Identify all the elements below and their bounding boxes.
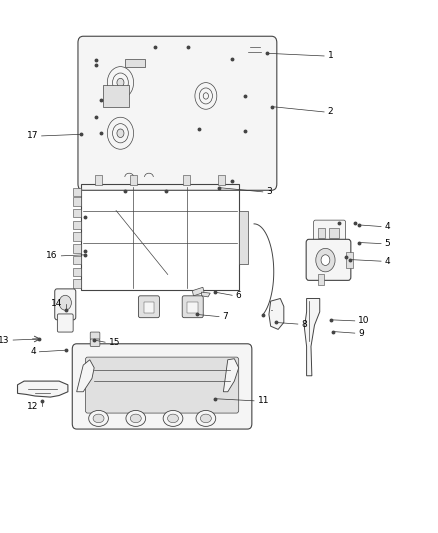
Text: 8: 8: [301, 320, 307, 328]
Ellipse shape: [168, 414, 179, 423]
FancyBboxPatch shape: [57, 314, 73, 332]
FancyBboxPatch shape: [182, 296, 203, 318]
Bar: [318, 274, 324, 285]
Text: 15: 15: [109, 338, 120, 346]
Text: 9: 9: [358, 329, 364, 337]
Polygon shape: [223, 359, 239, 392]
Bar: [81, 184, 239, 290]
Bar: [130, 175, 137, 185]
Circle shape: [117, 78, 124, 87]
Circle shape: [316, 248, 335, 272]
Text: 13: 13: [0, 336, 10, 344]
Polygon shape: [243, 43, 267, 60]
Text: 10: 10: [358, 317, 370, 325]
Bar: [73, 232, 81, 241]
Text: 5: 5: [385, 239, 390, 248]
Text: 12: 12: [27, 402, 38, 410]
Bar: [187, 302, 198, 313]
Text: 1: 1: [328, 52, 333, 60]
Text: 11: 11: [258, 397, 269, 405]
Ellipse shape: [200, 414, 211, 423]
Text: 16: 16: [46, 252, 58, 260]
Bar: [103, 85, 129, 107]
Ellipse shape: [126, 410, 145, 426]
Bar: [73, 188, 81, 196]
Text: 4: 4: [385, 257, 390, 265]
Text: 4: 4: [30, 348, 36, 356]
Text: 17: 17: [27, 132, 38, 140]
Text: 2: 2: [328, 108, 333, 116]
FancyBboxPatch shape: [90, 339, 100, 346]
FancyBboxPatch shape: [55, 289, 76, 320]
Ellipse shape: [163, 410, 183, 426]
Ellipse shape: [196, 410, 215, 426]
Bar: [144, 302, 154, 313]
Polygon shape: [77, 360, 94, 392]
Bar: [73, 244, 81, 253]
Bar: [192, 287, 204, 296]
Ellipse shape: [131, 414, 141, 423]
Bar: [318, 228, 325, 238]
FancyBboxPatch shape: [314, 220, 346, 245]
Bar: [328, 228, 339, 238]
Text: 3: 3: [266, 188, 272, 196]
Polygon shape: [304, 298, 320, 376]
Bar: [183, 175, 190, 185]
Bar: [73, 221, 81, 229]
Bar: [73, 256, 81, 264]
Bar: [239, 211, 248, 264]
Bar: [73, 209, 81, 217]
Bar: [346, 252, 353, 268]
Bar: [95, 175, 102, 185]
Circle shape: [321, 255, 330, 265]
Bar: [73, 268, 81, 276]
Bar: [73, 197, 81, 206]
Bar: [73, 279, 81, 288]
FancyBboxPatch shape: [138, 296, 159, 318]
Bar: [218, 175, 225, 185]
Polygon shape: [18, 381, 68, 397]
Text: 14: 14: [51, 300, 62, 308]
Bar: [125, 59, 145, 67]
FancyBboxPatch shape: [90, 332, 100, 340]
Circle shape: [117, 129, 124, 138]
FancyBboxPatch shape: [306, 239, 351, 280]
Ellipse shape: [93, 414, 104, 423]
Polygon shape: [201, 292, 210, 297]
Text: 4: 4: [385, 222, 390, 231]
Text: 6: 6: [236, 291, 241, 300]
FancyBboxPatch shape: [85, 357, 239, 413]
Polygon shape: [269, 298, 284, 329]
Ellipse shape: [88, 410, 109, 426]
FancyBboxPatch shape: [72, 344, 252, 429]
Circle shape: [59, 295, 71, 310]
Text: 7: 7: [223, 312, 228, 321]
FancyBboxPatch shape: [78, 36, 277, 190]
